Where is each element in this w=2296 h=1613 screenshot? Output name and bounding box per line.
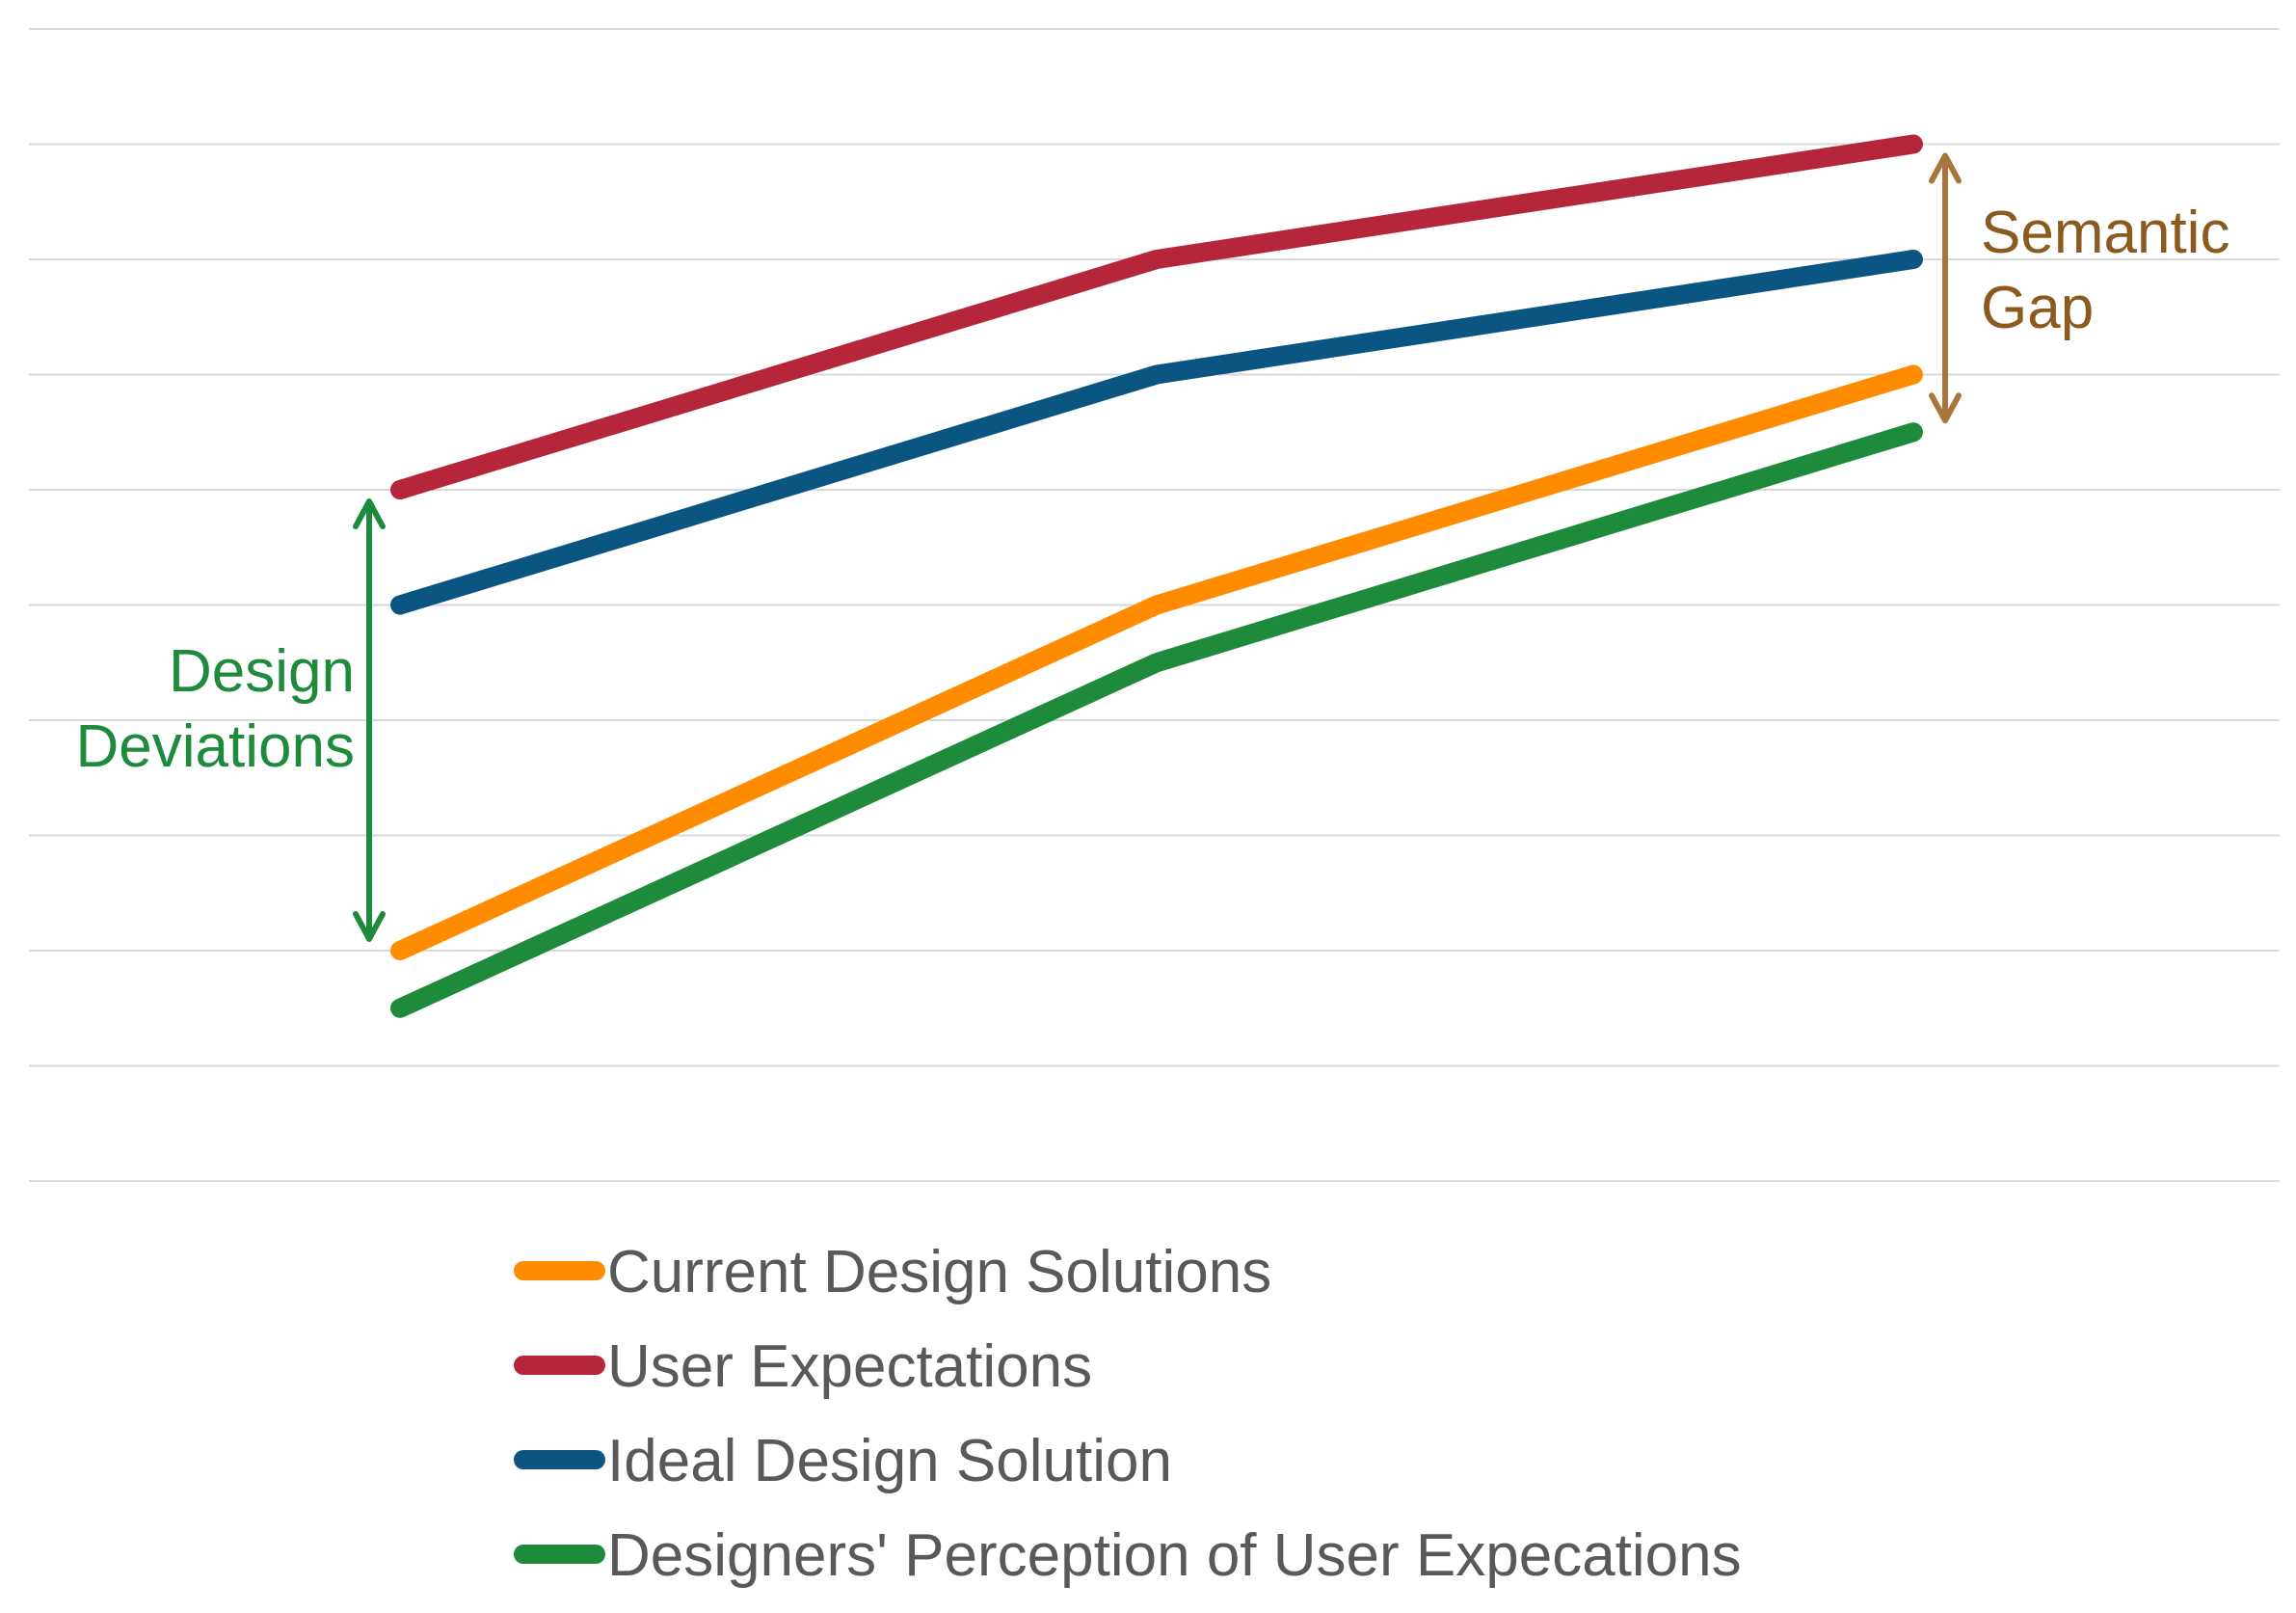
series-line-current-design-solutions: [390, 364, 1923, 960]
design-deviations-arrowhead-bottom: [353, 911, 386, 942]
semantic-gap-annotation: Semantic Gap: [1929, 152, 2229, 424]
legend-label-current-design-solutions: Current Design Solutions: [607, 1239, 1271, 1305]
semantic-gap-label-line2: Gap: [1981, 275, 2094, 341]
semantic-gap-arrowhead-bottom: [1929, 392, 1962, 424]
legend-item[interactable]: User Expectations: [514, 1333, 1092, 1400]
design-deviations-label-line1: Design: [169, 638, 355, 705]
series-line-designers-perception-of-user-expecations: [390, 422, 1923, 1018]
legend-item[interactable]: Ideal Design Solution: [514, 1428, 1172, 1494]
series-line-user-expectations: [390, 134, 1923, 499]
series-lines: [390, 134, 1923, 1018]
legend-label-ideal-design-solution: Ideal Design Solution: [607, 1428, 1172, 1494]
legend-item[interactable]: Current Design Solutions: [514, 1239, 1271, 1305]
series-line-ideal-design-solution: [390, 250, 1923, 615]
legend-label-designers-perception: Designers' Perception of User Expecation…: [607, 1522, 1742, 1589]
legend: Current Design Solutions User Expectatio…: [514, 1239, 1742, 1589]
legend-label-user-expectations: User Expectations: [607, 1333, 1092, 1400]
design-deviations-label-line2: Deviations: [76, 713, 355, 780]
legend-item[interactable]: Designers' Perception of User Expecation…: [514, 1522, 1742, 1589]
design-deviations-annotation: Design Deviations: [76, 498, 386, 942]
design-deviations-arrowhead-top: [353, 498, 386, 529]
annotations: Design Deviations Semantic Gap: [76, 152, 2229, 942]
semantic-gap-arrowhead-top: [1929, 152, 1962, 184]
semantic-gap-label-line1: Semantic: [1981, 200, 2229, 266]
